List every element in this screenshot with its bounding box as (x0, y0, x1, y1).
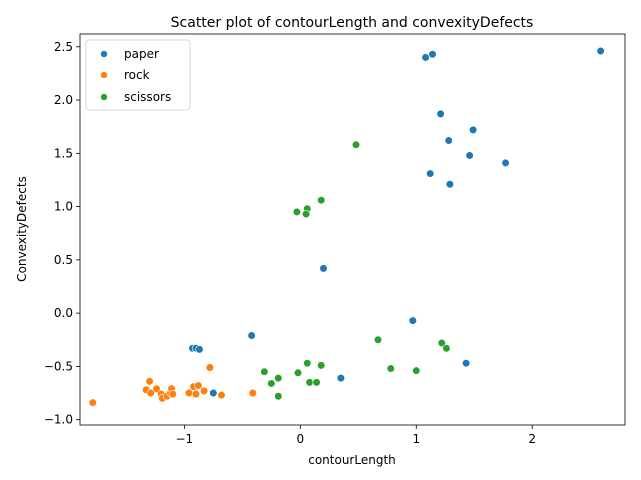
data-point-rock (199, 386, 209, 396)
x-tick-label: 1 (412, 432, 420, 446)
data-point-paper (336, 374, 346, 383)
data-point-paper (426, 169, 435, 178)
data-point-scissors (293, 368, 303, 377)
data-point-paper (444, 136, 453, 145)
legend-marker-scissors (100, 93, 108, 101)
x-axis-ticks: −1 0 1 2 (176, 425, 536, 446)
y-tick-label: −0.5 (44, 359, 73, 373)
data-point-paper (501, 158, 510, 168)
y-tick-label: 2.0 (54, 93, 73, 107)
legend-label-rock: rock (124, 68, 150, 82)
y-tick-label: 0.5 (54, 253, 73, 267)
legend-box (85, 39, 191, 111)
data-point-scissors (260, 367, 269, 376)
y-tick-label: −1.0 (44, 413, 73, 427)
data-point-scissors (373, 335, 383, 344)
series-scissors (260, 140, 451, 401)
y-tick-label: 1.5 (54, 146, 73, 160)
y-axis-label: ConvexityDefects (15, 176, 29, 282)
legend-marker-paper (100, 50, 108, 58)
y-tick-label: 1.0 (54, 200, 73, 214)
legend-marker-rock (100, 71, 108, 79)
data-point-paper (462, 359, 471, 368)
plot-area-frame (79, 33, 626, 426)
data-point-scissors (303, 359, 312, 368)
data-point-paper (436, 109, 445, 119)
y-axis-ticks: −1.0 −0.5 0.0 0.5 1.0 1.5 2.0 2.5 (44, 40, 80, 427)
data-point-rock (217, 391, 226, 400)
data-point-scissors (442, 344, 451, 353)
chart-title: Scatter plot of contourLength and convex… (171, 15, 534, 31)
data-point-scissors (305, 378, 314, 387)
data-point-rock (168, 390, 177, 399)
data-point-scissors (267, 379, 276, 388)
data-point-scissors (351, 140, 361, 149)
data-point-paper (421, 53, 430, 62)
y-tick-label: 0.0 (54, 306, 73, 320)
data-point-paper (408, 316, 417, 325)
data-point-rock (248, 388, 257, 398)
data-point-scissors (437, 338, 446, 348)
data-point-rock (152, 384, 161, 393)
data-point-scissors (317, 196, 326, 205)
x-tick-label: 2 (528, 432, 536, 446)
x-axis-label: contourLength (308, 453, 396, 467)
data-point-rock (145, 377, 154, 386)
data-point-paper (195, 345, 204, 354)
data-point-paper (465, 151, 474, 160)
data-point-rock (88, 398, 97, 407)
plot-marks (88, 46, 605, 407)
y-tick-label: 2.5 (54, 40, 73, 54)
data-point-paper (468, 125, 478, 134)
legend: paper rock scissors (85, 39, 191, 111)
data-point-rock (146, 388, 155, 398)
data-point-scissors (292, 207, 301, 217)
data-point-paper (319, 264, 328, 273)
data-point-scissors (274, 392, 283, 401)
x-tick-label: −1 (176, 432, 194, 446)
legend-label-paper: paper (124, 47, 159, 61)
data-point-scissors (412, 366, 421, 375)
data-point-paper (445, 180, 455, 189)
data-point-rock (205, 363, 214, 372)
data-point-paper (247, 331, 256, 340)
data-point-scissors (312, 378, 321, 387)
data-point-paper (428, 50, 437, 59)
data-point-scissors (386, 364, 395, 373)
data-point-scissors (302, 209, 311, 219)
legend-label-scissors: scissors (124, 90, 171, 104)
data-point-rock (194, 381, 203, 390)
data-point-rock (184, 388, 194, 398)
data-point-rock (191, 390, 201, 399)
data-point-scissors (317, 361, 326, 370)
x-tick-label: 0 (296, 432, 304, 446)
data-point-paper (209, 388, 218, 398)
data-point-scissors (274, 374, 283, 383)
series-rock (88, 363, 257, 407)
data-point-paper (596, 46, 605, 56)
series-paper (188, 46, 605, 398)
